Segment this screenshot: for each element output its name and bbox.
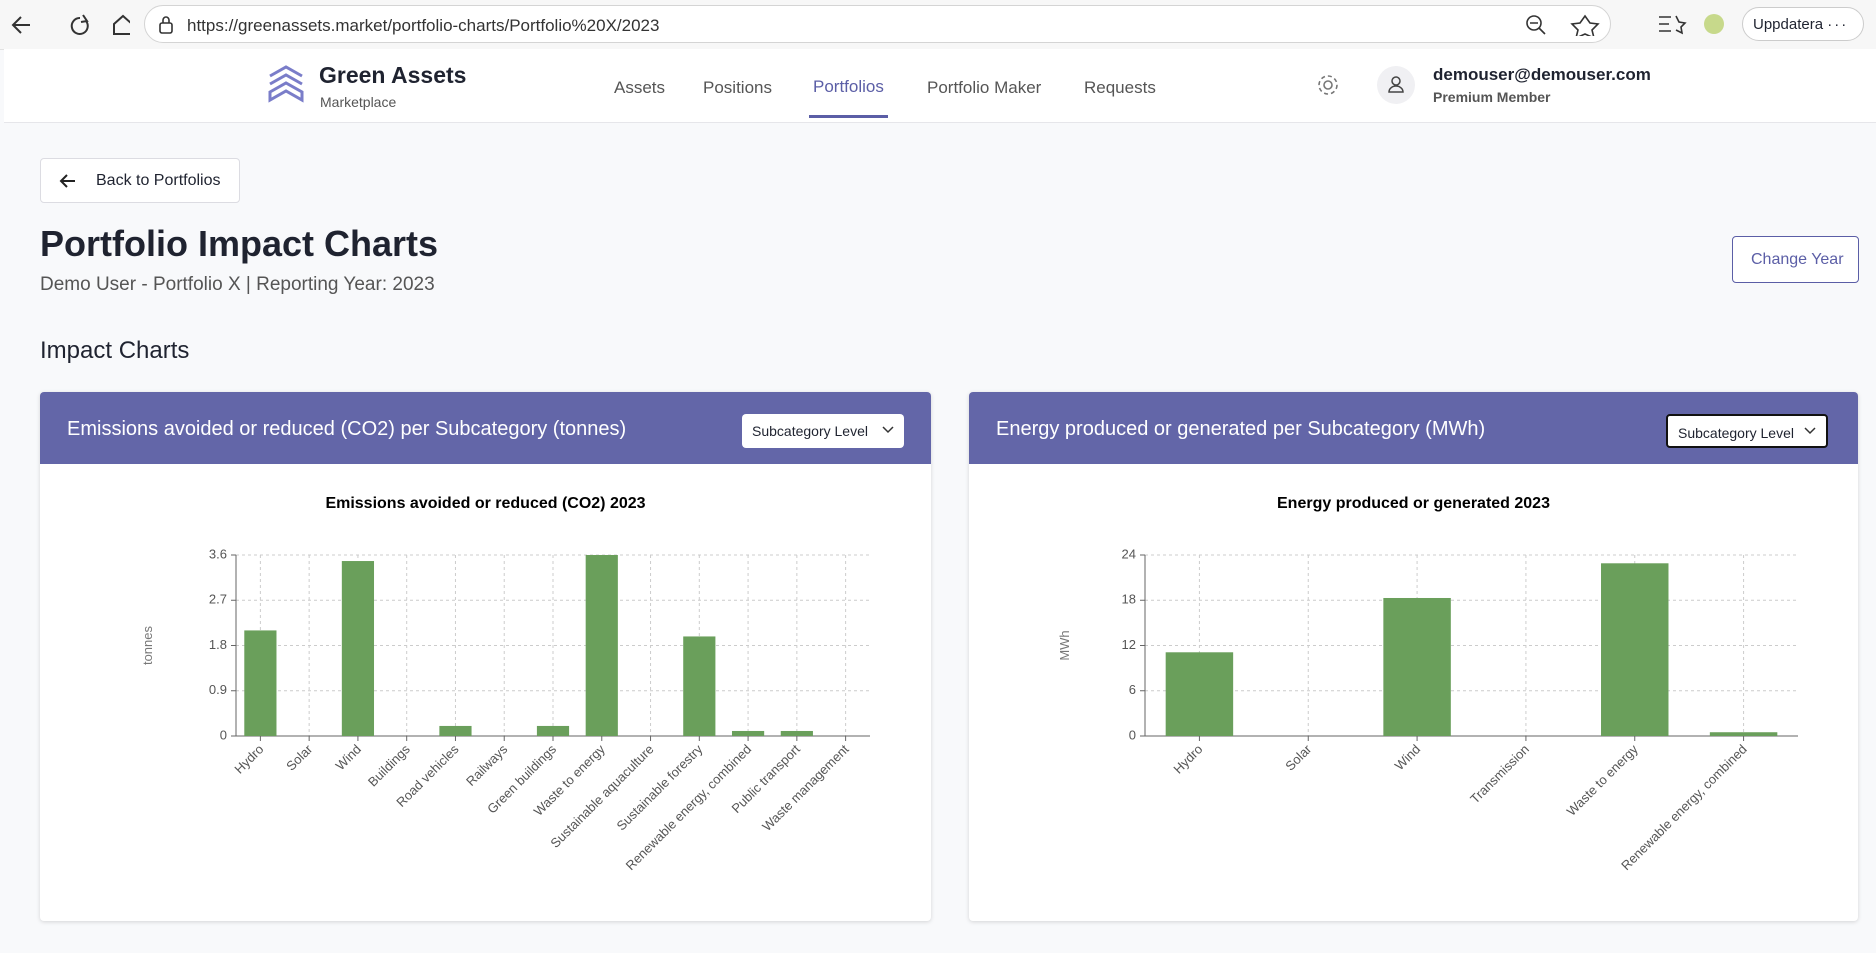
chart-card: Emissions avoided or reduced (CO2) per S… [40, 392, 931, 921]
back-arrow [59, 174, 75, 188]
bar [1709, 732, 1778, 736]
browser-toolbar: https://greenassets.market/portfolio-cha… [0, 0, 1876, 50]
y-tick-label: 1.8 [209, 637, 227, 652]
chart: Energy produced or generated 2023 MWh 0 6 12… [1057, 495, 1798, 874]
card-title: Emissions avoided or reduced (CO2) per S… [67, 418, 627, 440]
bar [585, 555, 618, 736]
chart: Emissions avoided or reduced (CO2) 2023 t… [140, 495, 870, 873]
page-title: Portfolio Impact Charts [40, 223, 439, 264]
chart-title: Emissions avoided or reduced (CO2) 2023 [325, 495, 645, 512]
change-year-label: Change Year [1751, 251, 1844, 268]
x-tick-label: Hydro [1170, 742, 1205, 777]
bar [780, 730, 813, 736]
y-tick-label: 0.9 [209, 682, 227, 697]
y-tick-label: 18 [1122, 592, 1136, 607]
chart-card: Energy produced or generated per Subcate… [969, 392, 1858, 921]
bar [683, 636, 716, 736]
y-tick-label: 6 [1129, 682, 1136, 697]
app-navbar: Green Assets Marketplace Assets Position… [4, 49, 1876, 123]
address-bar[interactable]: https://greenassets.market/portfolio-cha… [144, 5, 1611, 43]
chart-title: Energy produced or generated 2023 [1277, 495, 1550, 512]
y-axis-label: tonnes [140, 625, 155, 665]
bar [1601, 563, 1669, 736]
y-tick-label: 24 [1122, 546, 1136, 561]
zoom-icon[interactable] [1525, 14, 1549, 36]
x-tick-label: Wind [332, 742, 364, 774]
star-icon[interactable] [1565, 14, 1605, 36]
brand[interactable]: Green Assets [319, 62, 467, 88]
nav-link[interactable]: Positions [703, 78, 772, 97]
bar [439, 725, 472, 736]
browser-nav-icons [11, 14, 130, 35]
section-title: Impact Charts [40, 337, 190, 364]
level-select[interactable]: Subcategory Level [1666, 414, 1828, 448]
change-year-button[interactable]: Change Year [1732, 236, 1859, 283]
bar [1383, 597, 1451, 736]
logo[interactable] [266, 64, 306, 106]
nav-link[interactable]: Portfolio Maker [927, 78, 1042, 97]
lock-icon [159, 16, 173, 34]
bar [536, 725, 570, 736]
y-axis-label: MWh [1057, 630, 1072, 660]
brand-sub: Marketplace [320, 94, 397, 110]
user-icon[interactable] [1376, 65, 1416, 105]
update-button[interactable]: Uppdatera ··· [1742, 7, 1864, 41]
x-tick-label: Sustainable forestry [614, 741, 706, 833]
x-tick-label: Solar [283, 741, 316, 774]
nav-link[interactable]: Requests [1084, 78, 1156, 97]
x-tick-label: Wind [1392, 742, 1424, 774]
back-button[interactable]: Back to Portfolios [40, 158, 240, 203]
x-tick-label: Buildings [365, 741, 413, 789]
x-tick-label: Transmission [1467, 742, 1532, 807]
bar [1165, 652, 1234, 736]
page-subtitle: Demo User - Portfolio X | Reporting Year… [40, 274, 435, 295]
bar [731, 730, 765, 736]
y-tick-label: 12 [1122, 637, 1136, 652]
y-tick-label: 0 [220, 727, 227, 742]
bar [341, 561, 375, 736]
chevron [882, 426, 894, 434]
back-label: Back to Portfolios [96, 172, 221, 189]
x-tick-label: Waste management [759, 741, 852, 834]
nav-link[interactable]: Portfolios [813, 77, 884, 96]
browser-extra-icons[interactable] [1656, 12, 1736, 38]
card-title: Energy produced or generated per Subcate… [996, 418, 1486, 440]
x-tick-label: Solar [1282, 741, 1315, 774]
update-label: Uppdatera [1753, 16, 1824, 33]
x-tick-label: Railways [463, 741, 511, 789]
level-select[interactable]: Subcategory Level [742, 414, 904, 448]
y-tick-label: 0 [1129, 727, 1136, 742]
active-indicator [809, 115, 888, 118]
settings-icon[interactable] [1316, 73, 1340, 97]
user-email: demouser@demouser.com [1433, 65, 1651, 84]
chevron [1804, 427, 1816, 435]
y-tick-label: 2.7 [209, 592, 227, 607]
user-role: Premium Member [1433, 89, 1551, 105]
nav-link[interactable]: Assets [614, 78, 666, 97]
url: https://greenassets.market/portfolio-cha… [187, 16, 660, 35]
card-header: Energy produced or generated per Subcate… [969, 392, 1858, 464]
x-tick-label: Waste to energy [1564, 741, 1642, 819]
x-tick-label: Hydro [231, 742, 266, 777]
bar [244, 630, 277, 736]
card-header: Emissions avoided or reduced (CO2) per S… [40, 392, 931, 464]
select-label: Subcategory Level [752, 423, 868, 439]
x-tick-label: Renewable energy, combined [1618, 742, 1750, 874]
y-tick-label: 3.6 [209, 546, 227, 561]
select-label: Subcategory Level [1678, 425, 1794, 441]
